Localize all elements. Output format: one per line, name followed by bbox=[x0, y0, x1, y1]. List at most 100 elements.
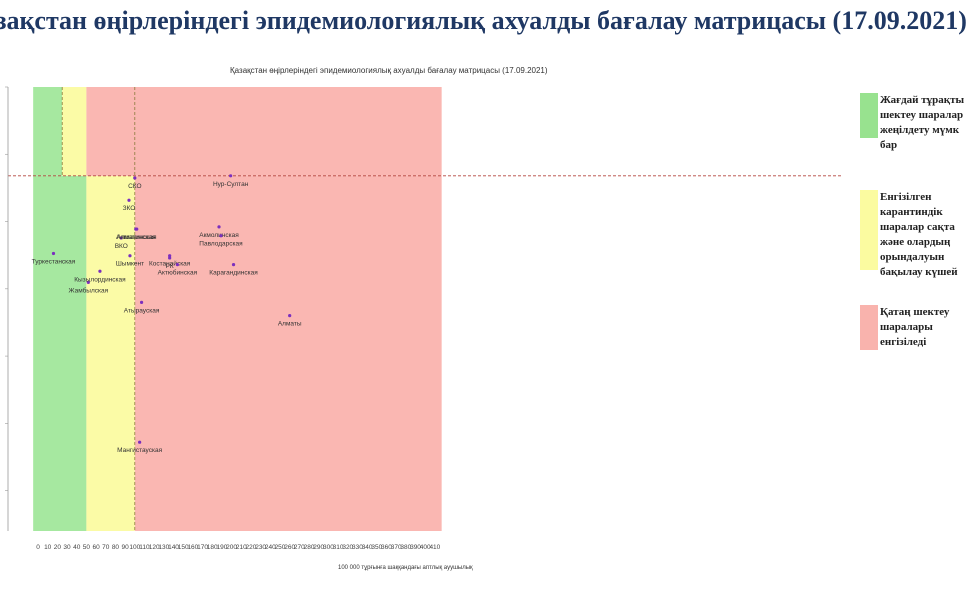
zone-yellow bbox=[62, 87, 87, 176]
x-tick-label: 30 bbox=[63, 544, 71, 551]
legend-item: Енгізілген карантиндік шаралар сақта жән… bbox=[860, 190, 975, 285]
x-tick-label: 320 bbox=[342, 544, 353, 551]
x-tick-label: 330 bbox=[352, 544, 363, 551]
point-label: ВКО bbox=[115, 243, 128, 250]
point-label: ЗКО bbox=[123, 205, 136, 212]
x-tick-label: 300 bbox=[323, 544, 334, 551]
x-tick-label: 400 bbox=[420, 544, 431, 551]
point-label: Карагандинская bbox=[209, 270, 258, 277]
point-label: Туркестанская bbox=[32, 259, 76, 266]
x-tick-label: 70 bbox=[102, 544, 110, 551]
x-tick-label: 190 bbox=[216, 544, 227, 551]
data-point bbox=[229, 174, 233, 178]
points-layer: Туркестанская Жамбылская Кызылординская ВКО… bbox=[32, 174, 302, 454]
point-label: Алматинская bbox=[117, 234, 157, 241]
data-point bbox=[219, 234, 223, 238]
zone-green bbox=[33, 87, 63, 176]
x-tick-label: 340 bbox=[362, 544, 373, 551]
zone-red bbox=[134, 175, 442, 532]
x-tick-label: 310 bbox=[333, 544, 344, 551]
x-tick-label: 230 bbox=[255, 544, 266, 551]
x-tick-label: 390 bbox=[410, 544, 421, 551]
x-tick-label: 50 bbox=[83, 544, 91, 551]
zone-yellow bbox=[86, 175, 135, 532]
x-tick-label: 0 bbox=[36, 544, 40, 551]
x-tick-label: 250 bbox=[275, 544, 286, 551]
x-tick-label: 220 bbox=[246, 544, 257, 551]
x-tick-label: 360 bbox=[381, 544, 392, 551]
legend-swatch bbox=[860, 190, 878, 270]
zones-layer bbox=[33, 87, 442, 532]
x-tick-label: 80 bbox=[112, 544, 120, 551]
x-tick-label: 180 bbox=[207, 544, 218, 551]
x-tick-label: 160 bbox=[187, 544, 198, 551]
data-point bbox=[175, 263, 179, 267]
point-label: Актюбинская bbox=[158, 269, 198, 277]
x-tick-label: 150 bbox=[178, 544, 189, 551]
point-label: Алматы bbox=[278, 321, 302, 328]
zone-red bbox=[86, 87, 442, 176]
x-tick-label: 210 bbox=[236, 544, 247, 551]
x-tick-label: 170 bbox=[197, 544, 208, 551]
x-tick-label: 270 bbox=[294, 544, 305, 551]
x-tick-label: 20 bbox=[54, 544, 62, 551]
data-point bbox=[51, 251, 56, 256]
x-tick-label: 100 bbox=[129, 544, 140, 551]
x-tick-label: 380 bbox=[400, 544, 411, 551]
data-point bbox=[168, 256, 172, 260]
point-label: Акмолинская bbox=[199, 232, 239, 239]
point-label: Мангистауская bbox=[117, 447, 162, 454]
point-label: РК bbox=[166, 263, 174, 270]
point-label: Нур-Султан bbox=[213, 181, 249, 188]
point-label: Алматинская bbox=[116, 234, 156, 241]
data-point bbox=[127, 198, 131, 202]
data-point bbox=[139, 300, 144, 304]
axis-layer: 0 10 20 30 40 50 60 70 80 90 100 110 120130140150160… bbox=[5, 86, 441, 551]
x-tick-label: 370 bbox=[391, 544, 402, 551]
legend-item: Жағдай тұрақты шектеу шаралар жеңілдету … bbox=[860, 93, 975, 153]
point-label: Павлодарская bbox=[199, 241, 243, 248]
data-point bbox=[86, 280, 90, 284]
point-label: Атырауская bbox=[124, 307, 160, 314]
x-tick-label: 90 bbox=[122, 544, 130, 551]
data-point bbox=[98, 269, 102, 273]
data-point bbox=[231, 263, 236, 267]
x-tick-label: 290 bbox=[313, 544, 324, 551]
x-tick-label: 410 bbox=[429, 544, 440, 551]
legend-text: Жағдай тұрақты шектеу шаралар жеңілдету … bbox=[880, 94, 965, 151]
x-tick-label: 110 bbox=[139, 544, 150, 551]
point-label: Шымкент bbox=[116, 261, 144, 268]
x-tick-label: 350 bbox=[371, 544, 382, 551]
x-tick-label: 60 bbox=[92, 544, 100, 551]
point-label: Жамбылская bbox=[69, 286, 109, 294]
point-label: Костанайская bbox=[149, 260, 191, 268]
threshold-lines-layer bbox=[8, 87, 842, 531]
legend-swatch bbox=[860, 305, 878, 350]
data-point bbox=[133, 176, 137, 180]
x-tick-label: 200 bbox=[226, 544, 237, 551]
legend-text: Енгізілген карантиндік шаралар сақта жән… bbox=[880, 191, 958, 278]
data-point bbox=[135, 227, 139, 231]
data-point bbox=[217, 225, 221, 229]
legend-text: Қатаң шектеу шаралары енгізіледі bbox=[880, 306, 950, 348]
slide-title: зақстан өңірлеріндегі эпидемиологиялық а… bbox=[0, 6, 967, 35]
x-axis-label: 100 000 тұрғынға шаққандағы аптлық ауушы… bbox=[338, 565, 473, 571]
data-point bbox=[119, 236, 123, 240]
legend-item: Қатаң шектеу шаралары енгізіледі bbox=[860, 305, 975, 365]
x-tick-label: 280 bbox=[304, 544, 315, 551]
zone-green bbox=[33, 175, 87, 532]
data-point bbox=[138, 440, 142, 444]
x-tick-label: 130 bbox=[158, 544, 169, 551]
legend-swatch bbox=[860, 93, 878, 138]
data-point bbox=[168, 254, 172, 258]
x-tick-label: 120 bbox=[149, 544, 160, 551]
point-label: Кызылординская bbox=[74, 276, 126, 283]
data-point bbox=[288, 314, 292, 318]
x-tick-label: 240 bbox=[265, 544, 276, 551]
x-tick-label: 40 bbox=[73, 544, 81, 551]
x-tick-label: 140 bbox=[168, 544, 179, 551]
x-tick-label: 10 bbox=[44, 544, 52, 551]
chart-title: Қазақстан өңірлеріндегі эпидемиологиялық… bbox=[230, 66, 548, 75]
data-point bbox=[128, 254, 132, 258]
